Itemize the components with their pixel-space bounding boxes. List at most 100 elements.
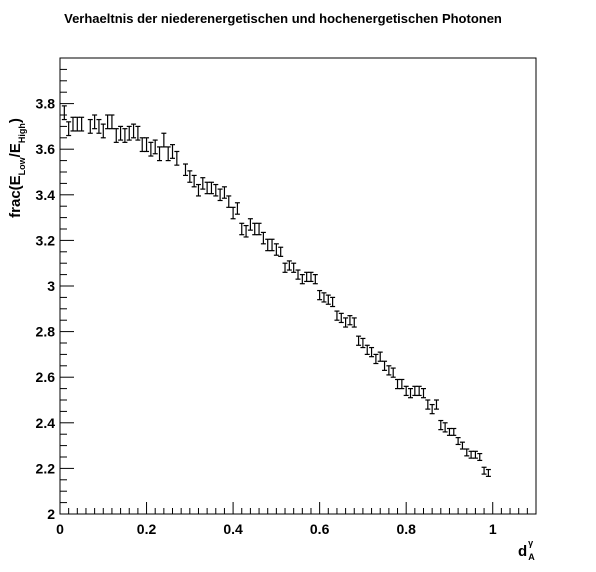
data-point <box>351 317 357 328</box>
data-point <box>213 183 219 197</box>
data-point <box>79 116 85 132</box>
x-tick-label: 0.8 <box>396 521 416 537</box>
data-point <box>373 353 379 365</box>
data-point <box>191 174 197 188</box>
y-tick-label: 3.6 <box>36 141 56 157</box>
data-point <box>61 105 67 121</box>
data-point <box>152 139 158 155</box>
y-tick-label: 3.8 <box>36 96 56 112</box>
y-tick-label: 2 <box>47 506 55 522</box>
data-point <box>451 427 457 436</box>
y-label-mid: /E <box>7 143 24 157</box>
data-point <box>87 118 93 134</box>
data-point <box>364 344 370 355</box>
y-tick-label: 2.4 <box>36 415 56 431</box>
data-point <box>334 310 340 321</box>
x-label-main: d <box>518 543 527 560</box>
data-point <box>230 206 236 220</box>
data-point <box>459 441 465 450</box>
y-label-suffix: ) <box>7 118 24 123</box>
data-point <box>157 146 163 162</box>
data-point <box>118 125 124 141</box>
data-point <box>481 466 487 475</box>
data-point <box>109 114 115 130</box>
data-point <box>312 274 318 285</box>
data-point <box>446 427 452 436</box>
data-point <box>174 150 180 166</box>
data-point <box>278 246 284 257</box>
data-point <box>243 224 249 238</box>
data-point <box>170 144 176 159</box>
data-point <box>161 132 167 148</box>
y-tick-label: 2.6 <box>36 369 56 385</box>
data-point <box>100 123 106 139</box>
data-point <box>390 367 396 378</box>
data-point <box>399 378 405 390</box>
data-point <box>247 218 253 231</box>
data-point <box>256 222 262 236</box>
data-point <box>148 141 154 157</box>
data-point <box>187 170 193 183</box>
data-point <box>291 262 297 273</box>
data-point <box>438 419 444 431</box>
data-point <box>265 238 271 252</box>
data-point <box>343 317 349 328</box>
data-point <box>122 128 128 143</box>
data-point <box>317 289 323 301</box>
data-point <box>221 186 227 199</box>
data-point <box>234 202 240 215</box>
data-point <box>131 123 137 139</box>
data-points <box>61 105 491 477</box>
y-axis-label: frac(ELow/EHigh) <box>7 118 27 218</box>
y-tick-label: 3.2 <box>36 232 56 248</box>
data-point <box>139 137 145 153</box>
data-point <box>330 296 336 308</box>
x-axis: 0 0.2 0.4 0.6 0.8 1 <box>56 502 537 537</box>
data-point <box>412 385 418 397</box>
data-point <box>200 177 206 190</box>
data-point <box>252 222 258 236</box>
x-label-sub: A <box>528 552 535 562</box>
data-point <box>260 231 266 245</box>
y-tick-label: 3.4 <box>36 187 56 203</box>
data-point <box>226 195 232 208</box>
data-point <box>485 468 491 477</box>
data-point <box>477 452 483 462</box>
data-point <box>66 121 72 137</box>
y-axis: 2 2.2 2.4 2.6 2.8 3 3.2 3.4 3.6 3.8 <box>36 57 74 522</box>
data-point <box>299 274 305 285</box>
data-point <box>295 269 301 280</box>
data-point <box>442 422 448 433</box>
data-point <box>360 337 366 349</box>
data-point <box>429 403 435 415</box>
x-axis-label: dγ A <box>518 538 535 562</box>
y-label-sub-high: High <box>17 123 27 143</box>
data-point <box>377 351 383 362</box>
data-point <box>239 222 245 236</box>
data-point <box>195 183 201 197</box>
chart-title: Verhaeltnis der niederenergetischen und … <box>64 11 502 26</box>
data-point <box>273 243 279 256</box>
data-point <box>464 448 470 457</box>
data-point <box>433 399 439 410</box>
data-point <box>135 125 141 141</box>
data-point <box>282 262 288 273</box>
data-point <box>92 114 98 130</box>
x-tick-label: 0.6 <box>310 521 330 537</box>
x-tick-label: 0.4 <box>223 521 243 537</box>
y-label-sub-low: Low <box>17 156 27 175</box>
data-point <box>286 260 292 271</box>
y-tick-label: 2.8 <box>36 324 56 340</box>
data-point <box>204 181 210 195</box>
data-point <box>144 137 150 153</box>
data-point <box>321 292 327 303</box>
x-tick-label: 0 <box>56 521 64 537</box>
data-point <box>455 437 461 446</box>
x-tick-label: 0.2 <box>137 521 157 537</box>
data-point <box>425 399 431 410</box>
x-tick-label: 1 <box>489 521 497 537</box>
data-point <box>408 388 414 399</box>
data-point <box>165 146 171 162</box>
data-point <box>74 116 80 132</box>
data-point <box>126 125 132 141</box>
